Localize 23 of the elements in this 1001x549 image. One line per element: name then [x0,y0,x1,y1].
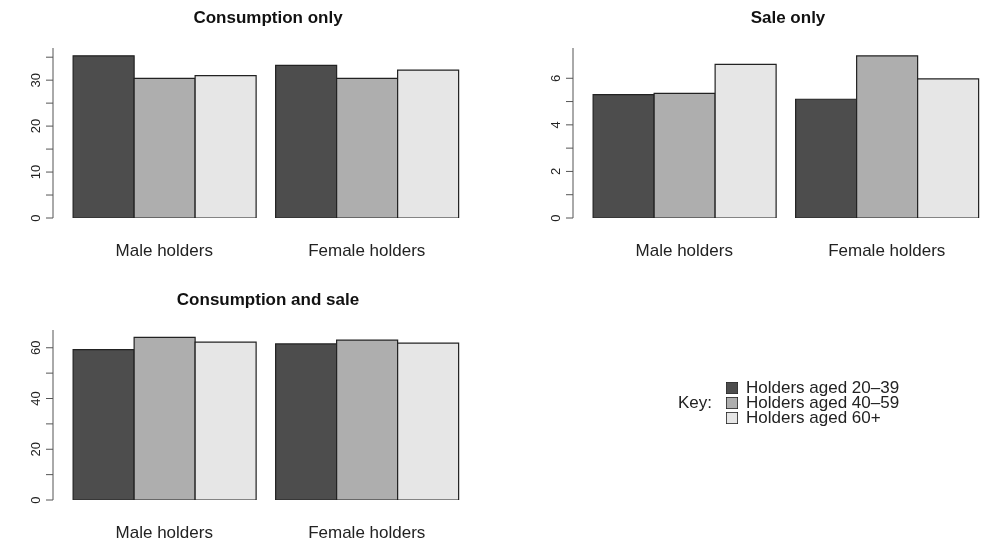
legend-title: Key: [678,392,713,413]
y-tick-label: 30 [28,72,43,88]
x-tick-label: Male holders [115,523,213,543]
y-tick-label: 0 [548,214,563,222]
x-tick-label: Female holders [308,241,426,261]
legend-label: Holders aged 20–39 [746,378,900,397]
y-tick-label: 4 [548,121,563,129]
y-tick-label: 10 [28,164,43,180]
x-tick-label: Female holders [308,523,426,543]
chart-title: Consumption and sale [175,290,361,310]
y-tick-label: 2 [548,167,563,176]
y-tick-label: 6 [548,74,563,82]
chart-title: Consumption only [192,8,344,28]
y-tick-label: 40 [28,391,43,406]
y-tick-label: 0 [28,214,43,222]
y-tick-label: 60 [28,340,43,355]
x-tick-label: Male holders [635,241,733,261]
y-tick-label: 0 [28,496,43,504]
x-tick-label: Male holders [115,241,213,261]
y-tick-label: 20 [28,442,43,457]
x-tick-label: Female holders [828,241,946,261]
chart-title: Sale only [749,8,827,28]
y-tick-label: 20 [28,118,43,134]
